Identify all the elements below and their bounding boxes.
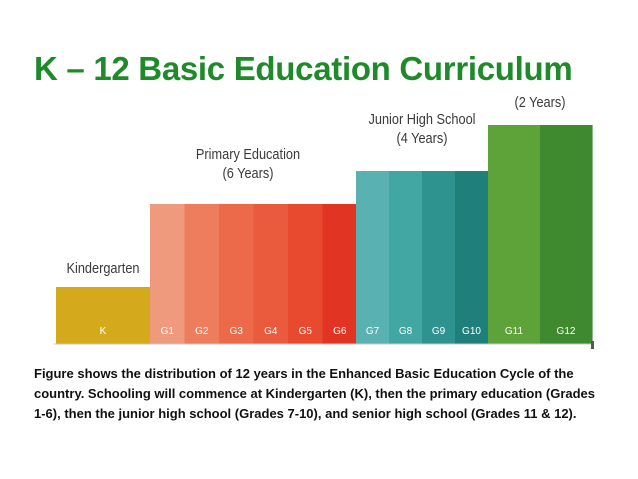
grade-label: G4 bbox=[264, 326, 278, 337]
grade-block-g7 bbox=[356, 171, 390, 344]
stage-label-senior-high: (2 Years) bbox=[498, 93, 583, 112]
grade-block-k bbox=[56, 287, 151, 344]
stage-label-kindergarten: Kindergarten bbox=[56, 259, 150, 278]
grade-label: G11 bbox=[505, 326, 524, 337]
grade-label: G9 bbox=[432, 326, 446, 337]
stage-duration: (6 Years) bbox=[222, 165, 274, 182]
grade-label: G5 bbox=[299, 326, 313, 337]
grade-block-g10 bbox=[455, 171, 489, 344]
stage-label-junior-high: Junior High School (4 Years) bbox=[363, 110, 482, 148]
grade-block-g1 bbox=[150, 204, 186, 344]
page-title: K – 12 Basic Education Curriculum bbox=[34, 50, 573, 87]
grade-block-g5 bbox=[288, 204, 324, 344]
grade-label: G7 bbox=[366, 326, 380, 337]
grade-label: G12 bbox=[557, 326, 576, 337]
axis-end-tick bbox=[591, 341, 594, 349]
grade-label: G8 bbox=[399, 326, 413, 337]
grade-label: G10 bbox=[462, 326, 481, 337]
grade-block-g4 bbox=[253, 204, 289, 344]
figure-caption: Figure shows the distribution of 12 year… bbox=[34, 366, 596, 421]
grade-block-g9 bbox=[422, 171, 456, 344]
stage-duration: (4 Years) bbox=[396, 130, 448, 147]
grade-block-g11 bbox=[488, 125, 541, 344]
grade-label: G2 bbox=[195, 326, 209, 337]
grade-label: K bbox=[100, 326, 107, 337]
grade-block-g12 bbox=[540, 125, 593, 344]
grade-block-g8 bbox=[389, 171, 423, 344]
grade-label: G3 bbox=[230, 326, 244, 337]
grade-label: G6 bbox=[333, 326, 347, 337]
grade-block-g6 bbox=[322, 204, 358, 344]
stage-label-primary: Primary Education (6 Years) bbox=[189, 145, 308, 183]
stage-name: Junior High School bbox=[368, 111, 476, 128]
stage-name: Kindergarten bbox=[66, 260, 140, 277]
grade-block-g2 bbox=[184, 204, 220, 344]
stage-name: Primary Education bbox=[195, 146, 301, 163]
grade-label: G1 bbox=[161, 326, 175, 337]
grade-block-g3 bbox=[219, 204, 255, 344]
stage-duration: (2 Years) bbox=[514, 94, 566, 111]
